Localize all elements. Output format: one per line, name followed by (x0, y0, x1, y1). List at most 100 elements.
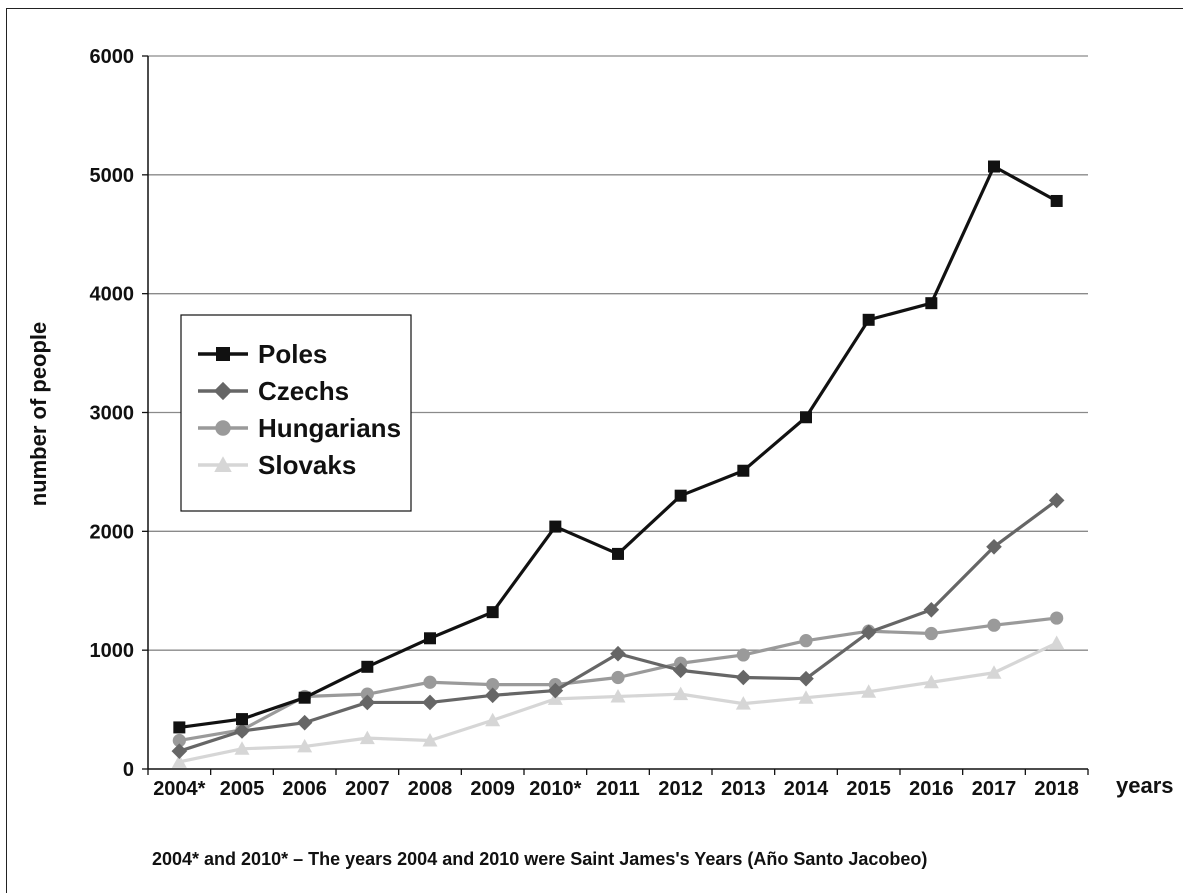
slovaks-point-2018 (1049, 635, 1065, 650)
x-tick-label-2012: 2012 (658, 778, 703, 800)
czechs-point-2010 (547, 682, 564, 699)
slovaks-point-2009 (485, 712, 501, 727)
slovaks-point-2015 (861, 684, 877, 698)
slovaks-point-2016 (923, 674, 939, 689)
slovaks-point-2012 (673, 686, 689, 701)
axes (147, 56, 1089, 775)
x-tick-label-2005: 2005 (220, 778, 265, 800)
czechs-point-2006 (296, 714, 313, 731)
slovaks-point-2008 (422, 732, 438, 747)
y-tick-label-0: 0 (123, 759, 134, 781)
hungarians-point-2014 (799, 634, 813, 648)
poles-point-2005 (236, 713, 248, 726)
poles-point-2004 (173, 721, 186, 734)
czechs-point-2005 (234, 723, 250, 739)
czechs-point-2012 (672, 662, 689, 679)
legend-item-czechs: Czechs (198, 376, 349, 406)
slovaks-point-2007 (359, 730, 375, 745)
y-tick-label-3000: 3000 (90, 403, 135, 425)
czechs-point-2015 (860, 624, 877, 641)
czechs-point-2017 (986, 538, 1002, 555)
x-tick-labels: 2004* 2005 2006 2007 2008 2009 2010* 2011 2012 20… (153, 778, 1079, 800)
poles-point-2009 (486, 606, 499, 619)
czechs-point-2007 (359, 694, 376, 711)
y-tick-label-1000: 1000 (90, 640, 135, 662)
x-axis-title: years (1116, 773, 1174, 798)
legend-marker-hungarians (215, 420, 231, 436)
y-tick-label-5000: 5000 (90, 165, 135, 187)
legend-item-hungarians: Hungarians (198, 413, 401, 443)
poles-point-2012 (674, 489, 687, 502)
slovaks-point-2006 (297, 738, 313, 753)
legend-label-poles: Poles (258, 339, 327, 369)
legend-marker-czechs (213, 381, 233, 401)
slovaks-point-2014 (798, 690, 814, 704)
x-tick-label-2014: 2014 (784, 778, 829, 800)
legend-marker-slovaks (214, 456, 232, 472)
poles-point-2006 (298, 691, 311, 704)
poles-point-2013 (737, 464, 750, 477)
x-tick-label-2009: 2009 (470, 778, 515, 800)
poles-point-2011 (612, 547, 624, 560)
slovaks-point-2013 (735, 696, 751, 710)
y-tick-labels: 0 1000 2000 3000 4000 5000 6000 (90, 46, 135, 781)
x-tick-label-2007: 2007 (345, 778, 390, 800)
czechs-point-2009 (484, 687, 501, 704)
series-czechs (171, 492, 1065, 759)
legend-marker-poles (216, 347, 230, 361)
poles-point-2007 (361, 660, 374, 673)
czechs-point-2008 (422, 694, 438, 711)
legend-label-slovaks: Slovaks (258, 450, 356, 480)
x-tick-label-2006: 2006 (282, 778, 327, 800)
x-tick-label-2013: 2013 (721, 778, 766, 800)
legend-item-poles: Poles (198, 339, 327, 369)
legend-item-slovaks: Slovaks (198, 450, 356, 480)
poles-point-2008 (424, 632, 436, 645)
poles-point-2017 (988, 160, 1000, 173)
x-tick-label-2017: 2017 (972, 778, 1017, 800)
y-tick-label-4000: 4000 (90, 284, 135, 306)
poles-point-2018 (1050, 194, 1063, 207)
czechs-point-2004 (171, 743, 188, 759)
x-tick-label-2004: 2004* (153, 778, 205, 800)
y-axis-title: number of people (26, 322, 51, 507)
legend: Poles Czechs Hungarians Slovaks (180, 314, 412, 512)
y-tick-label-6000: 6000 (90, 46, 135, 68)
legend-label-hungarians: Hungarians (258, 413, 401, 443)
czechs-point-2016 (923, 601, 940, 618)
footnote: 2004* and 2010* – The years 2004 and 201… (152, 849, 927, 869)
x-tick-label-2018: 2018 (1034, 778, 1079, 800)
slovaks-point-2005 (234, 741, 250, 755)
poles-point-2014 (800, 411, 812, 424)
hungarians-point-2011 (611, 670, 625, 685)
x-tick-label-2015: 2015 (846, 778, 891, 800)
hungarians-point-2009 (486, 678, 500, 692)
hungarians-point-2016 (924, 626, 938, 641)
x-tick-label-2016: 2016 (909, 778, 954, 800)
hungarians-point-2017 (987, 618, 1001, 632)
hungarians-point-2008 (423, 675, 437, 689)
slovaks-point-2004 (171, 754, 187, 768)
czechs-point-2011 (610, 645, 626, 662)
y-tick-label-2000: 2000 (90, 521, 135, 543)
series-group (171, 160, 1065, 768)
hungarians-point-2004 (172, 733, 186, 748)
hungarians-point-2013 (736, 648, 750, 662)
czechs-point-2014 (798, 670, 814, 687)
poles-point-2016 (925, 297, 938, 310)
czechs-line (178, 499, 1058, 753)
series-poles (173, 160, 1063, 734)
czechs-point-2018 (1048, 492, 1065, 509)
poles-point-2010 (549, 520, 562, 533)
x-tick-label-2008: 2008 (408, 778, 453, 800)
slovaks-point-2017 (986, 665, 1002, 679)
hungarians-point-2007 (360, 687, 374, 701)
poles-point-2015 (862, 313, 875, 326)
x-tick-label-2010: 2010* (529, 778, 581, 800)
hungarians-point-2018 (1050, 611, 1064, 625)
legend-label-czechs: Czechs (258, 376, 349, 406)
x-tick-label-2011: 2011 (596, 778, 639, 800)
chart-frame (6, 8, 1183, 893)
czechs-point-2013 (735, 669, 752, 686)
